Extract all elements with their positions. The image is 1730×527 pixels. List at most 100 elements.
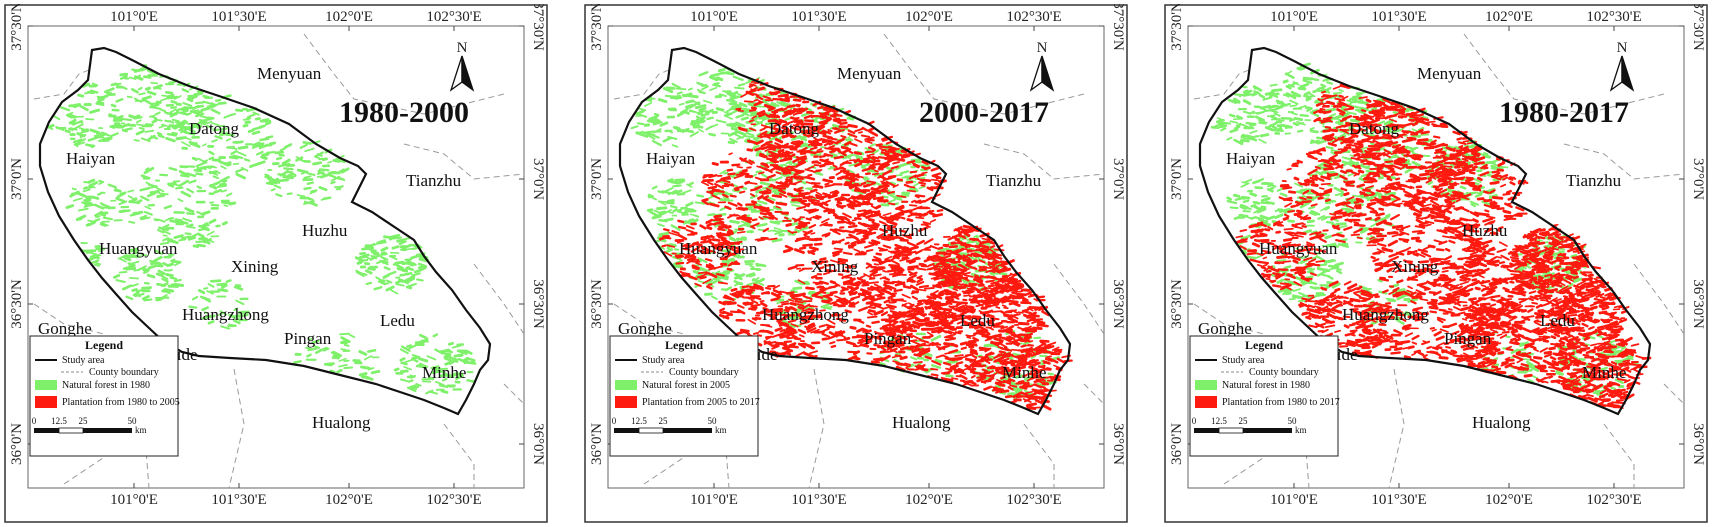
lat-label-right: 37°30'N [530, 4, 546, 51]
place-label: Minhe [1002, 363, 1046, 382]
map-panel-2000-2017: 101°0'E 101°0'E 101°30'E 101°30'E 102°0'E 102… [584, 4, 1128, 523]
lat-label-right: 36°0'N [530, 423, 546, 465]
lon-label-top: 101°0'E [690, 9, 738, 25]
lat-label-left: 37°30'N [9, 4, 25, 51]
lat-label-left: 36°0'N [9, 423, 25, 465]
place-label: Datong [769, 119, 820, 138]
lon-label-top: 102°30'E [426, 9, 481, 25]
lon-label-bottom: 101°0'E [690, 492, 738, 508]
place-label: Hualong [1472, 413, 1531, 432]
lat-label-right: 37°30'N [1110, 4, 1126, 51]
legend-title: Legend [1245, 338, 1283, 352]
place-label: Huzhu [302, 221, 348, 240]
legend-natural-forest-swatch [35, 380, 57, 390]
lon-label-bottom: 101°0'E [1270, 492, 1318, 508]
scale-tick-label: 12.5 [631, 416, 647, 426]
place-label: Ledu [1540, 311, 1575, 330]
place-label: Tianzhu [1566, 171, 1622, 190]
forest-cover [47, 64, 477, 395]
place-label: Minhe [422, 363, 466, 382]
lat-label-left: 37°0'N [589, 158, 605, 200]
place-label: Hualong [312, 413, 371, 432]
legend-item-label: Natural forest in 1980 [1222, 380, 1310, 391]
place-label: Haiyan [1226, 149, 1276, 168]
place-label: Ledu [960, 311, 995, 330]
lat-label-left: 36°30'N [589, 279, 605, 329]
study-area-boundary [618, 46, 1072, 416]
legend-natural-forest-swatch [1195, 380, 1217, 390]
place-label: Gonghe [38, 319, 92, 338]
period-title: 1980-2000 [339, 96, 469, 129]
legend-item-label: County boundary [1249, 367, 1319, 378]
place-label: Pingan [864, 329, 912, 348]
lat-label-right: 36°0'N [1110, 423, 1126, 465]
place-label: Pingan [284, 329, 332, 348]
lon-label-bottom: 101°0'E [110, 492, 158, 508]
place-label: Hualong [892, 413, 951, 432]
study-area-boundary [38, 46, 492, 416]
lon-label-top: 101°30'E [791, 9, 846, 25]
period-title: 1980-2017 [1499, 96, 1629, 129]
place-label: Datong [1349, 119, 1400, 138]
lon-label-top: 101°0'E [1270, 9, 1318, 25]
scale-tick-label: 0 [1192, 416, 1197, 426]
place-label: Huangyuan [679, 239, 758, 258]
map-svg: 101°0'E 101°0'E 101°30'E 101°30'E 102°0'E 102… [4, 4, 548, 523]
legend-item-label: Plantation from 1980 to 2017 [1222, 397, 1340, 408]
legend-item-label: Study area [1222, 355, 1265, 366]
lat-label-left: 36°0'N [1169, 423, 1185, 465]
place-label: Pingan [1444, 329, 1492, 348]
lon-label-bottom: 101°30'E [791, 492, 846, 508]
place-label: Ledu [380, 311, 415, 330]
map-neatline [1187, 25, 1685, 489]
place-label: Huzhu [1462, 221, 1508, 240]
legend-item-label: County boundary [89, 367, 159, 378]
lat-label-left: 37°30'N [1169, 4, 1185, 51]
lon-label-bottom: 101°30'E [211, 492, 266, 508]
lat-label-right: 37°0'N [1690, 158, 1706, 200]
lat-label-left: 36°30'N [9, 279, 25, 329]
scale-tick-label: 50 [128, 416, 138, 426]
lon-label-bottom: 102°0'E [1485, 492, 1533, 508]
place-label: Tianzhu [406, 171, 462, 190]
period-title: 2000-2017 [919, 96, 1049, 129]
lat-label-right: 36°30'N [530, 279, 546, 329]
lon-label-bottom: 102°30'E [1006, 492, 1061, 508]
place-label: Huangyuan [1259, 239, 1338, 258]
lon-label-bottom: 102°30'E [1586, 492, 1641, 508]
place-label: Xining [231, 257, 279, 276]
map-panel-1980-2017: 101°0'E 101°0'E 101°30'E 101°30'E 102°0'E 102… [1164, 4, 1708, 523]
map-svg: 101°0'E 101°0'E 101°30'E 101°30'E 102°0'E 102… [1164, 4, 1708, 523]
map-svg: 101°0'E 101°0'E 101°30'E 101°30'E 102°0'E 102… [584, 4, 1128, 523]
map-neatline [607, 25, 1105, 489]
scale-unit: km [1295, 425, 1307, 435]
scale-tick-label: 25 [79, 416, 89, 426]
scale-unit: km [135, 425, 147, 435]
scale-unit: km [715, 425, 727, 435]
scale-tick-label: 0 [32, 416, 37, 426]
place-label: Xining [1391, 257, 1439, 276]
place-label: Haiyan [66, 149, 116, 168]
legend-plantation-swatch [1195, 396, 1217, 408]
legend-plantation-swatch [615, 396, 637, 408]
lon-label-top: 101°30'E [1371, 9, 1426, 25]
north-arrow-icon: N [1609, 40, 1635, 92]
lon-label-top: 102°30'E [1586, 9, 1641, 25]
place-label: Huangyuan [99, 239, 178, 258]
lon-label-bottom: 102°0'E [325, 492, 373, 508]
legend-item-label: Plantation from 2005 to 2017 [642, 397, 760, 408]
place-label: Haiyan [646, 149, 696, 168]
lon-label-top: 102°0'E [325, 9, 373, 25]
lat-label-right: 36°30'N [1690, 279, 1706, 329]
place-label: Minhe [1582, 363, 1626, 382]
legend-title: Legend [665, 338, 703, 352]
legend-item-label: Natural forest in 1980 [62, 380, 150, 391]
legend-item-label: Natural forest in 2005 [642, 380, 730, 391]
lat-label-left: 37°0'N [1169, 158, 1185, 200]
scale-tick-label: 25 [1239, 416, 1249, 426]
lon-label-bottom: 102°0'E [905, 492, 953, 508]
